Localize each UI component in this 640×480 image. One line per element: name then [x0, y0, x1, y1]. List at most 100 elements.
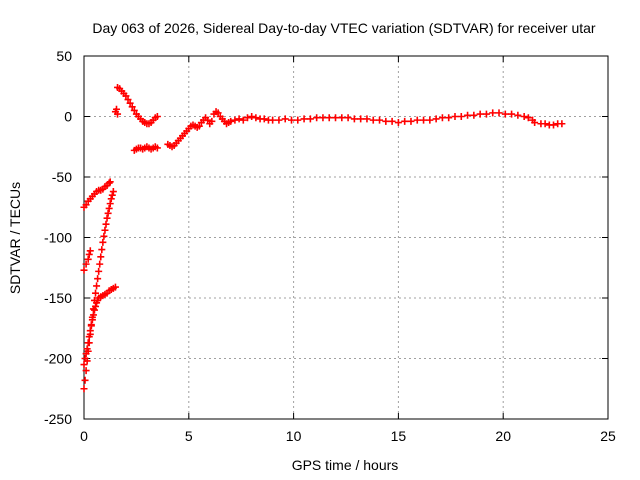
data-point: [95, 267, 103, 275]
data-point: [82, 260, 90, 268]
data-point: [420, 116, 428, 124]
data-point: [124, 96, 132, 104]
chart-title: Day 063 of 2026, Sidereal Day-to-day VTE…: [92, 20, 596, 36]
data-point: [388, 117, 396, 125]
data-point: [84, 339, 92, 347]
data-point: [464, 111, 472, 119]
y-axis-label: SDTVAR / TECUs: [7, 182, 23, 294]
x-tick-label: 20: [495, 428, 511, 444]
x-tick-label: 5: [185, 428, 193, 444]
data-point: [243, 114, 251, 122]
data-point: [85, 333, 93, 341]
data-point: [104, 209, 112, 217]
y-tick-label: -50: [52, 169, 72, 185]
data-point: [382, 117, 390, 125]
data-point: [269, 116, 277, 124]
data-point: [235, 115, 243, 123]
data-point: [413, 116, 421, 124]
data-point: [208, 117, 216, 125]
data-point: [92, 289, 100, 297]
data-point: [84, 255, 92, 263]
data-point: [325, 114, 333, 122]
data-point: [82, 201, 90, 209]
data-point: [107, 195, 115, 203]
data-point: [90, 306, 98, 314]
data-point: [319, 114, 327, 122]
data-point: [275, 116, 283, 124]
x-tick-label: 10: [286, 428, 302, 444]
data-point: [252, 114, 260, 122]
data-point: [80, 361, 88, 369]
data-point: [81, 376, 89, 384]
data-point: [369, 116, 377, 124]
data-point: [495, 109, 503, 117]
data-point: [103, 214, 111, 222]
data-point: [445, 114, 453, 122]
data-point: [109, 188, 117, 196]
data-point: [432, 115, 440, 123]
data-point: [482, 110, 490, 118]
data-point: [85, 250, 93, 258]
data-point: [313, 114, 321, 122]
data-point: [111, 283, 119, 291]
data-point: [550, 121, 558, 129]
data-point: [99, 238, 107, 246]
data-point: [394, 119, 402, 127]
data-point: [376, 116, 384, 124]
data-point: [195, 122, 203, 130]
y-tick-label: -150: [44, 290, 72, 306]
data-point: [457, 113, 465, 120]
data-point: [98, 246, 106, 254]
data-point: [101, 226, 109, 234]
data-point: [514, 111, 522, 119]
data-point: [438, 114, 446, 122]
data-point: [108, 191, 116, 199]
data-point: [153, 144, 161, 152]
data-point: [344, 114, 352, 122]
data-point: [93, 282, 101, 290]
data-point: [294, 116, 302, 124]
y-tick-label: -200: [44, 351, 72, 367]
data-point: [332, 114, 340, 122]
data-point: [401, 117, 409, 125]
data-point: [407, 117, 415, 125]
data-point: [88, 316, 96, 324]
data-point: [531, 119, 539, 127]
data-point: [204, 116, 212, 124]
data-point: [82, 367, 90, 375]
data-point: [105, 179, 113, 187]
data-point: [80, 266, 88, 274]
data-point: [97, 253, 105, 261]
data-point: [80, 385, 88, 393]
data-point: [112, 105, 120, 113]
data-point: [214, 109, 222, 117]
y-tick-label: 0: [64, 109, 72, 125]
y-tick-label: -250: [44, 411, 72, 427]
data-point: [524, 114, 532, 122]
x-tick-label: 25: [600, 428, 616, 444]
data-point: [86, 327, 94, 335]
data-point: [82, 350, 90, 358]
y-axis: -250 -200 -150 -100 -50 0 50: [44, 48, 608, 427]
data-point: [338, 114, 346, 122]
data-point: [520, 113, 528, 120]
data-point: [231, 116, 239, 124]
data-point: [306, 115, 314, 123]
data-point: [558, 120, 566, 128]
data-point: [248, 113, 256, 120]
data-point: [106, 178, 114, 186]
data-point: [227, 117, 235, 125]
data-point: [288, 116, 296, 124]
data-point: [94, 275, 102, 283]
data-point: [81, 355, 89, 362]
data-point: [86, 247, 94, 255]
y-tick-label: 50: [56, 48, 72, 64]
data-point: [300, 115, 308, 123]
data-point: [363, 115, 371, 123]
data-point: [87, 321, 95, 329]
data-point: [105, 204, 113, 212]
grid-lines: [84, 56, 608, 419]
x-axis-label: GPS time / hours: [292, 457, 399, 473]
data-point: [281, 115, 289, 123]
